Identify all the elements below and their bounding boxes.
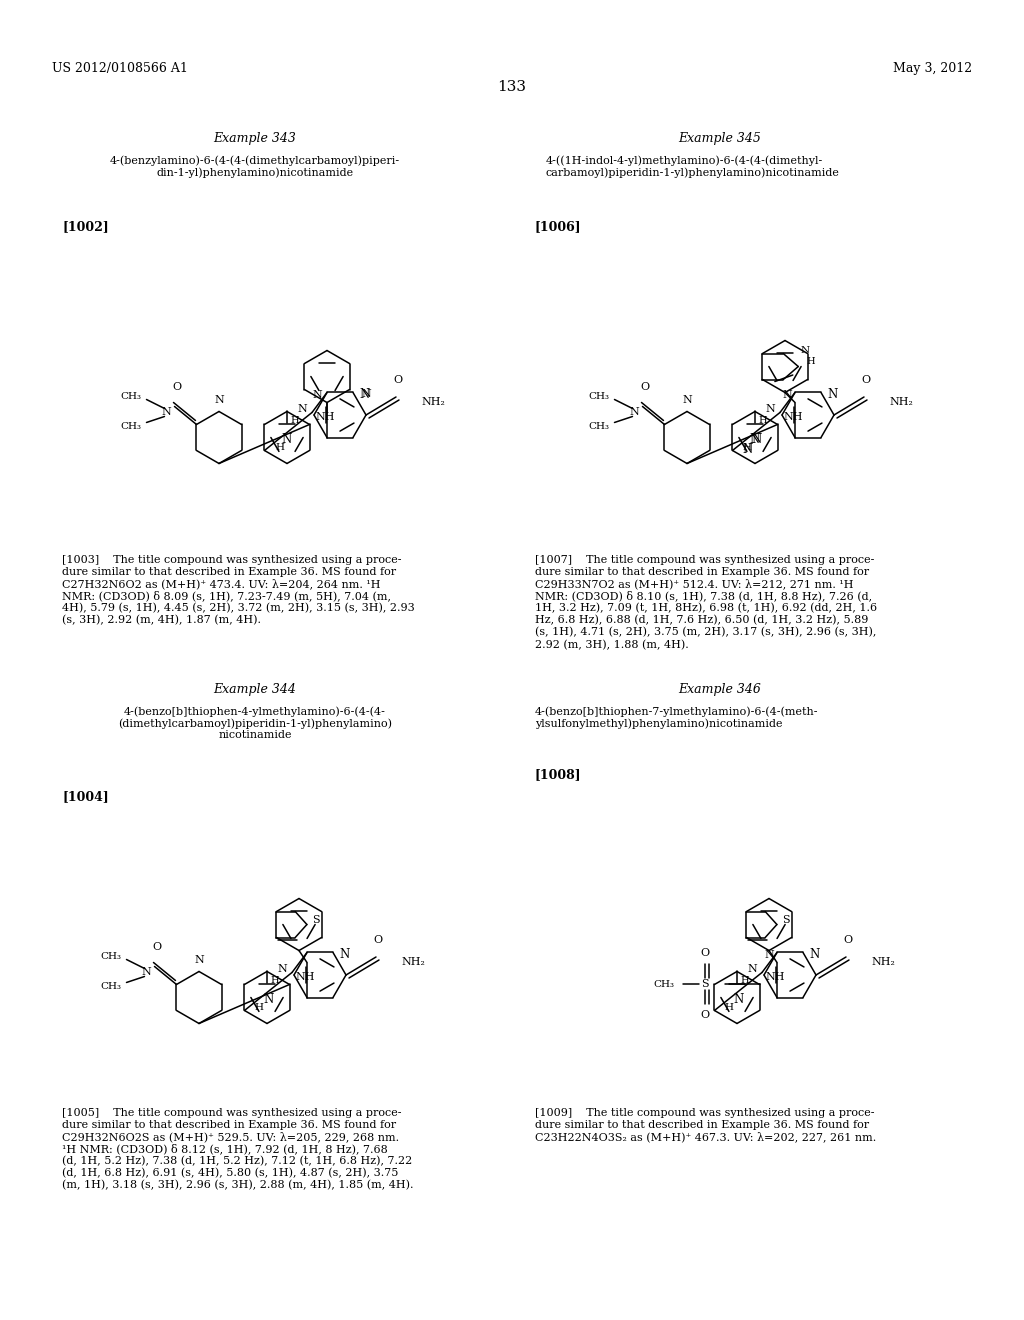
Text: N: N bbox=[809, 948, 819, 961]
Text: CH₃: CH₃ bbox=[589, 422, 609, 432]
Text: N: N bbox=[195, 956, 204, 965]
Text: H: H bbox=[742, 444, 752, 453]
Text: US 2012/0108566 A1: US 2012/0108566 A1 bbox=[52, 62, 187, 75]
Text: N: N bbox=[359, 388, 370, 401]
Text: N: N bbox=[782, 391, 792, 400]
Text: Example 345: Example 345 bbox=[679, 132, 762, 145]
Text: H: H bbox=[270, 975, 279, 985]
Text: CH₃: CH₃ bbox=[100, 982, 122, 991]
Text: O: O bbox=[152, 942, 161, 953]
Text: H: H bbox=[291, 416, 299, 425]
Text: [1007]    The title compound was synthesized using a proce-
dure similar to that: [1007] The title compound was synthesize… bbox=[535, 554, 878, 649]
Text: [1006]: [1006] bbox=[535, 220, 582, 234]
Text: [1003]    The title compound was synthesized using a proce-
dure similar to that: [1003] The title compound was synthesize… bbox=[62, 554, 415, 626]
Text: 4-(benzo[b]thiophen-4-ylmethylamino)-6-(4-(4-
(dimethylcarbamoyl)piperidin-1-yl): 4-(benzo[b]thiophen-4-ylmethylamino)-6-(… bbox=[118, 706, 392, 741]
Text: N: N bbox=[734, 994, 744, 1006]
Text: O: O bbox=[844, 935, 853, 945]
Text: H: H bbox=[806, 356, 815, 366]
Text: H: H bbox=[255, 1003, 263, 1012]
Text: NH: NH bbox=[765, 972, 784, 982]
Text: 4-(benzylamino)-6-(4-(4-(dimethylcarbamoyl)piperi-
din-1-yl)phenylamino)nicotina: 4-(benzylamino)-6-(4-(4-(dimethylcarbamo… bbox=[110, 154, 400, 178]
Text: N: N bbox=[339, 948, 349, 961]
Text: N: N bbox=[752, 433, 762, 446]
Text: N: N bbox=[742, 444, 753, 457]
Text: NH₂: NH₂ bbox=[889, 397, 912, 407]
Text: N: N bbox=[264, 994, 274, 1006]
Text: N: N bbox=[297, 404, 307, 414]
Text: N: N bbox=[748, 965, 757, 974]
Text: NH: NH bbox=[315, 412, 335, 421]
Text: O: O bbox=[861, 375, 870, 385]
Text: S: S bbox=[312, 915, 319, 924]
Text: 4-(benzo[b]thiophen-7-ylmethylamino)-6-(4-(meth-
ylsulfonylmethyl)phenylamino)ni: 4-(benzo[b]thiophen-7-ylmethylamino)-6-(… bbox=[535, 706, 818, 729]
Text: N: N bbox=[827, 388, 838, 401]
Text: N: N bbox=[282, 433, 292, 446]
Text: N: N bbox=[801, 346, 809, 355]
Text: CH₃: CH₃ bbox=[653, 979, 675, 989]
Text: O: O bbox=[374, 935, 383, 945]
Text: N: N bbox=[682, 396, 692, 405]
Text: O: O bbox=[172, 383, 181, 392]
Text: O: O bbox=[700, 1011, 709, 1020]
Text: Example 344: Example 344 bbox=[214, 682, 296, 696]
Text: N: N bbox=[630, 408, 639, 417]
Text: [1008]: [1008] bbox=[535, 768, 582, 781]
Text: [1005]    The title compound was synthesized using a proce-
dure similar to that: [1005] The title compound was synthesize… bbox=[62, 1107, 414, 1191]
Text: N: N bbox=[764, 950, 774, 961]
Text: Example 343: Example 343 bbox=[214, 132, 296, 145]
Text: H: H bbox=[725, 1003, 733, 1012]
Text: O: O bbox=[700, 949, 709, 958]
Text: N: N bbox=[765, 404, 775, 414]
Text: N: N bbox=[162, 408, 171, 417]
Text: N: N bbox=[278, 965, 287, 974]
Text: O: O bbox=[640, 383, 649, 392]
Text: CH₃: CH₃ bbox=[121, 422, 141, 432]
Text: [1004]: [1004] bbox=[62, 789, 109, 803]
Text: NH: NH bbox=[783, 412, 803, 421]
Text: O: O bbox=[393, 375, 402, 385]
Text: H: H bbox=[759, 416, 767, 425]
Text: 4-((1H-indol-4-yl)methylamino)-6-(4-(4-(dimethyl-
carbamoyl)piperidin-1-yl)pheny: 4-((1H-indol-4-yl)methylamino)-6-(4-(4-(… bbox=[546, 154, 840, 178]
Text: Example 346: Example 346 bbox=[679, 682, 762, 696]
Text: CH₃: CH₃ bbox=[589, 392, 609, 401]
Text: N: N bbox=[750, 433, 760, 446]
Text: NH₂: NH₂ bbox=[421, 397, 444, 407]
Text: [1002]: [1002] bbox=[62, 220, 109, 234]
Text: N: N bbox=[361, 389, 371, 400]
Text: H: H bbox=[275, 444, 285, 453]
Text: NH₂: NH₂ bbox=[401, 957, 425, 968]
Text: [1009]    The title compound was synthesized using a proce-
dure similar to that: [1009] The title compound was synthesize… bbox=[535, 1107, 877, 1142]
Text: May 3, 2012: May 3, 2012 bbox=[893, 62, 972, 75]
Text: N: N bbox=[141, 968, 152, 978]
Text: H: H bbox=[740, 975, 749, 985]
Text: N: N bbox=[312, 391, 322, 400]
Text: S: S bbox=[700, 979, 709, 990]
Text: CH₃: CH₃ bbox=[100, 952, 122, 961]
Text: S: S bbox=[782, 915, 790, 924]
Text: 133: 133 bbox=[498, 81, 526, 94]
Text: N: N bbox=[214, 396, 224, 405]
Text: CH₃: CH₃ bbox=[121, 392, 141, 401]
Text: NH₂: NH₂ bbox=[871, 957, 895, 968]
Text: NH: NH bbox=[295, 972, 314, 982]
